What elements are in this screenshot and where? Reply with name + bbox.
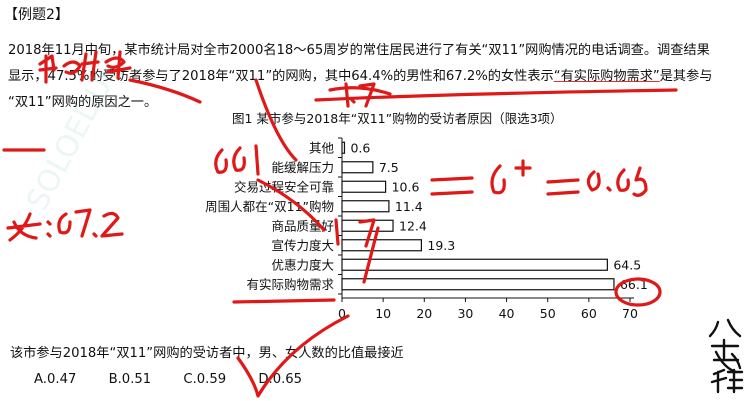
x-tick-label-5: 50 <box>540 306 556 321</box>
option-d[interactable]: D.0.65 <box>258 372 303 387</box>
value-label-3: 11.4 <box>395 199 423 214</box>
bar-6 <box>341 258 608 271</box>
category-label-6: 优惠力度大 <box>271 257 334 272</box>
category-label-1: 能缓解压力 <box>271 160 334 175</box>
bar-1 <box>341 161 374 174</box>
x-tick-label-3: 30 <box>457 306 473 321</box>
x-tick-label-6: 60 <box>581 306 597 321</box>
x-tick-label-4: 40 <box>499 306 515 321</box>
bar-0 <box>341 141 346 154</box>
value-label-4: 12.4 <box>399 218 427 233</box>
value-label-5: 19.3 <box>427 238 455 253</box>
value-label-6: 64.5 <box>613 257 641 272</box>
x-tick-label-7: 70 <box>622 306 638 321</box>
bar-4 <box>341 219 394 232</box>
option-b[interactable]: B.0.51 <box>108 372 152 387</box>
problem-paragraph: 2018年11月中旬，某市统计局对全市2000名18～65周岁的常住居民进行了有… <box>8 38 744 116</box>
answer-options: A.0.47 B.0.51 C.0.59 D.0.65 <box>34 372 330 387</box>
value-label-0: 0.6 <box>350 140 370 155</box>
paragraph-line-2: 显示，47.5%的受访者参与了2018年“双11”的网购，其中64.4%的男性和… <box>8 64 744 90</box>
logo <box>708 318 744 394</box>
bar-3 <box>341 200 390 213</box>
bar-2 <box>341 180 387 193</box>
option-a[interactable]: A.0.47 <box>34 372 77 387</box>
question-text: 该市参与2018年“双11”网购的受访者中，男、女人数的比值最接近 <box>10 346 404 361</box>
bar-5 <box>341 239 423 252</box>
example-tag: 【例题2】 <box>4 7 69 23</box>
paragraph-line-2c: 是其参与 <box>659 69 713 84</box>
option-c[interactable]: C.0.59 <box>183 372 227 387</box>
chart-title: 图1 某市参与2018年“双11”购物的受访者原因（限选3项） <box>232 111 563 126</box>
bar-7 <box>341 278 615 291</box>
paragraph-line-1: 2018年11月中旬，某市统计局对全市2000名18～65周岁的常住居民进行了有… <box>8 43 710 58</box>
x-tick-label-2: 20 <box>416 306 432 321</box>
category-label-7: 有实际购物需求 <box>246 277 334 292</box>
category-label-2: 交易过程安全可靠 <box>234 179 334 194</box>
category-label-0: 其他 <box>309 140 335 155</box>
category-label-3: 周围人都在“双11”购物 <box>205 199 334 214</box>
value-label-7: 66.1 <box>620 277 648 292</box>
paragraph-highlight: “有实际购物需求” <box>553 69 660 84</box>
value-label-2: 10.6 <box>392 179 420 194</box>
x-tick-label-0: 0 <box>338 306 346 321</box>
x-tick-label-1: 10 <box>375 306 391 321</box>
category-label-5: 宣传力度大 <box>271 238 334 253</box>
bar-chart: 其他 0.6 能缓解压力 7.5 交易过程安全可靠 10.6 周围人都在“双11”购物 11.… <box>205 137 648 321</box>
category-label-4: 商品质量好 <box>271 218 334 233</box>
value-label-1: 7.5 <box>379 160 399 175</box>
paragraph-line-3: “双11”网购的原因之一。 <box>8 95 158 110</box>
